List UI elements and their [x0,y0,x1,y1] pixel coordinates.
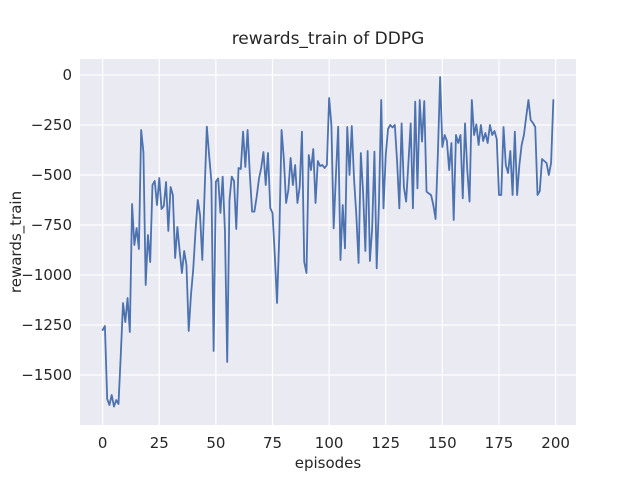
y-tick-label: −1000 [21,266,72,284]
x-tick-label: 25 [149,434,169,452]
y-tick-label: −250 [30,116,72,134]
series-line [101,76,555,408]
x-tick-label: 200 [541,434,570,452]
x-tick-label: 125 [371,434,401,452]
x-tick-label: 150 [428,434,457,452]
y-tick-label: −500 [30,166,72,184]
x-tick-label: 100 [314,434,344,452]
line-chart-svg [80,59,576,425]
plot-area [80,59,576,425]
x-axis-label: episodes [294,454,362,472]
y-tick-label: −1250 [21,316,72,334]
y-tick-label: 0 [62,66,72,84]
x-tick-label: 75 [262,434,283,452]
x-tick-label: 0 [97,434,108,452]
x-tick-label: 50 [206,434,226,452]
y-tick-label: −1500 [21,366,72,384]
y-tick-label: −750 [30,216,72,234]
chart-title: rewards_train of DDPG [231,29,425,49]
x-tick-label: 175 [484,434,514,452]
